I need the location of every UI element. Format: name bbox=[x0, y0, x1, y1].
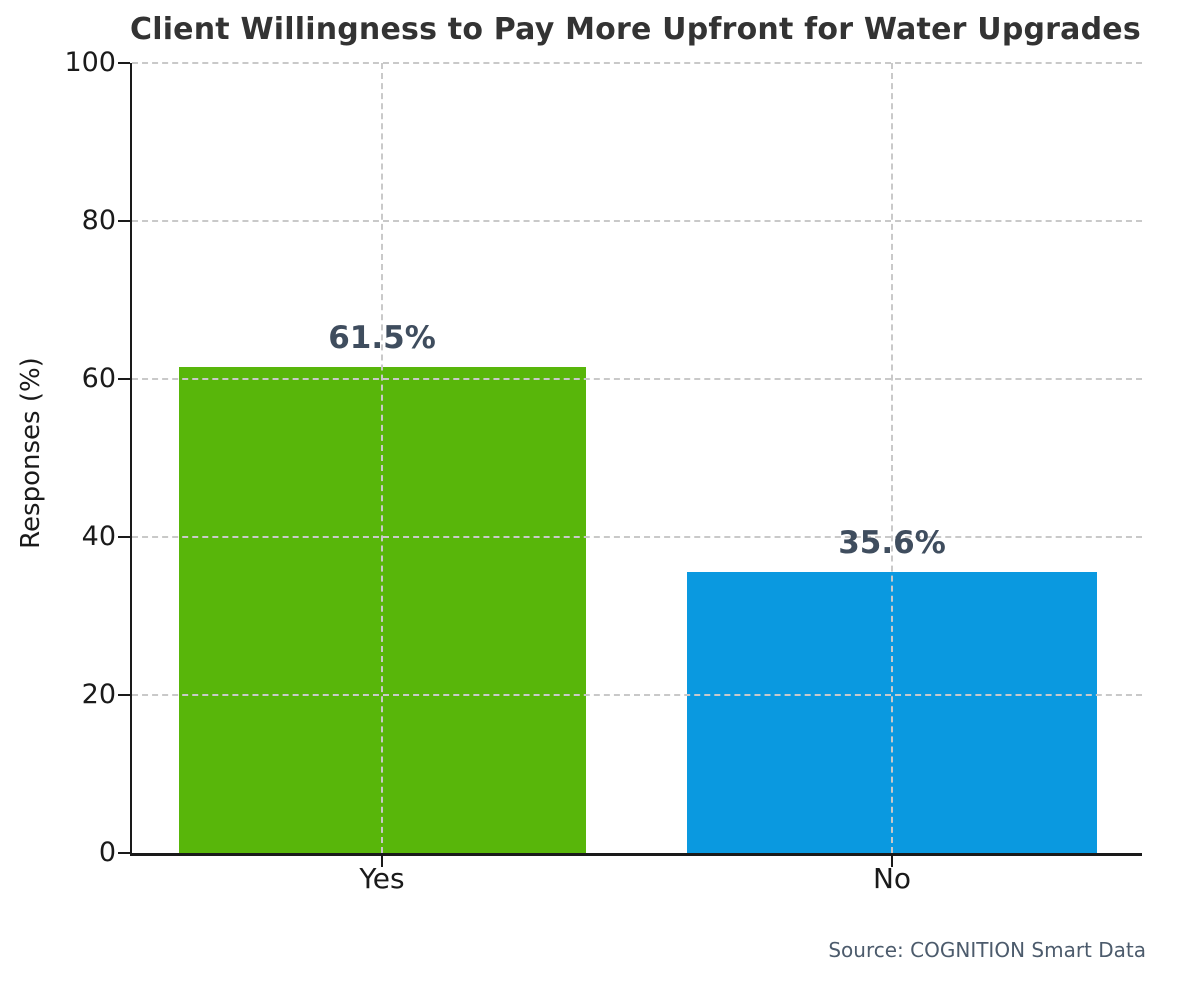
y-tick-mark bbox=[118, 693, 130, 697]
y-tick-label: 0 bbox=[98, 837, 116, 868]
y-tick-label: 60 bbox=[81, 363, 116, 394]
y-tick-mark bbox=[118, 61, 130, 65]
source-caption: Source: COGNITION Smart Data bbox=[828, 938, 1146, 962]
y-tick-mark bbox=[118, 377, 130, 381]
bar-value-label: 35.6% bbox=[838, 524, 946, 561]
bar-value-label: 61.5% bbox=[328, 320, 436, 357]
y-axis-label: Responses (%) bbox=[16, 357, 46, 549]
y-tick-mark bbox=[118, 535, 130, 539]
y-gridline bbox=[132, 62, 1142, 64]
bar-no bbox=[687, 571, 1097, 853]
x-tick-mark bbox=[380, 853, 384, 867]
y-tick-mark bbox=[118, 851, 130, 855]
x-tick-mark bbox=[890, 853, 894, 867]
y-tick-label: 40 bbox=[81, 521, 116, 552]
y-tick-label: 20 bbox=[81, 679, 116, 710]
x-tick-label: No bbox=[872, 862, 912, 895]
y-tick-label: 100 bbox=[64, 47, 116, 78]
plot-area: 0 20 40 60 80 100 61.5% Yes 35.6% No bbox=[64, 47, 1142, 895]
y-tick-mark bbox=[118, 219, 130, 223]
bar-yes bbox=[178, 367, 586, 853]
y-gridline bbox=[132, 220, 1142, 222]
x-tick-label: Yes bbox=[359, 862, 405, 895]
y-tick-label: 80 bbox=[81, 205, 116, 236]
chart-title: Client Willingness to Pay More Upfront f… bbox=[130, 12, 1141, 47]
